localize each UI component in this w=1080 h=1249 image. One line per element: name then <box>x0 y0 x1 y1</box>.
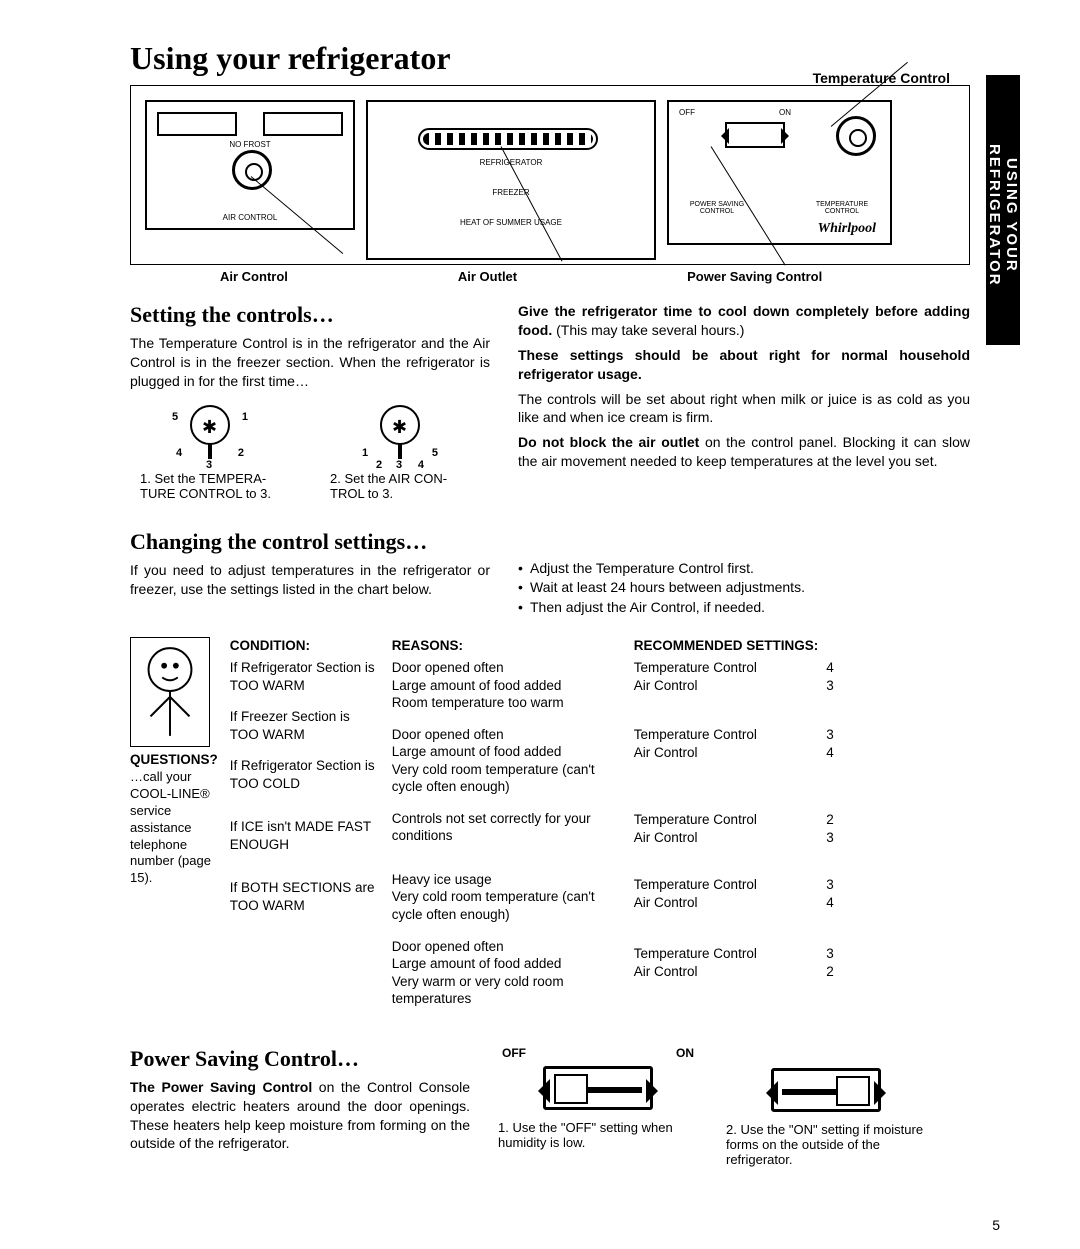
changing-settings-bullets: Adjust the Temperature Control first. Wa… <box>518 559 1020 618</box>
on-label: ON <box>779 108 791 117</box>
bullet-item: Adjust the Temperature Control first. <box>518 559 1020 579</box>
power-saving-heading: Power Saving Control… <box>130 1046 470 1072</box>
changing-settings-para: If you need to adjust temperatures in th… <box>130 561 490 599</box>
side-tab: USING YOUR REFRIGERATOR <box>986 75 1020 345</box>
reasons-cell: Door opened often Large amount of food a… <box>392 938 622 1008</box>
air-control-dial-icon <box>232 150 272 190</box>
reasons-cell: Heavy ice usage Very cold room temperatu… <box>392 871 622 924</box>
reasons-heading: REASONS: <box>392 637 622 655</box>
freezer-panel: NO FROST AIR CONTROL <box>145 100 355 230</box>
air-outlet-callout: Air Outlet <box>458 269 517 284</box>
power-saving-callout: Power Saving Control <box>687 269 822 284</box>
page-number: 5 <box>992 1217 1000 1233</box>
power-switch-icon <box>725 122 785 148</box>
recommended-heading: RECOMMENDED SETTINGS: <box>634 637 834 655</box>
center-panel: REFRIGERATOR FREEZER HEAT OF SUMMER USAG… <box>366 100 656 260</box>
setting-right-p1: Give the refrigerator time to cool down … <box>518 302 970 340</box>
right-panel: OFF ON POWER SAVING CONTROL TEMPERATURE … <box>667 100 892 245</box>
condition-cell: If ICE isn't MADE FAST ENOUGH <box>230 818 380 853</box>
diagram-callout-labels: Air Control Air Outlet Power Saving Cont… <box>220 269 1020 284</box>
psc-on-label: ON <box>676 1046 694 1060</box>
reasons-cell: Door opened often Large amount of food a… <box>392 659 622 712</box>
reasons-cell: Controls not set correctly for your cond… <box>392 810 622 845</box>
bullet-item: Then adjust the Air Control, if needed. <box>518 598 1020 618</box>
recommended-cell: Temperature Control3 Air Control4 <box>634 726 834 761</box>
troubleshooting-table: QUESTIONS? …call your COOL-LINE® service… <box>130 637 1020 1021</box>
power-saving-para: The Power Saving Control on the Control … <box>130 1078 470 1154</box>
recommended-cell: Temperature Control4 Air Control3 <box>634 659 834 694</box>
air-control-panel-label: AIR CONTROL <box>147 213 353 222</box>
psc-caption-2: 2. Use the "ON" setting if moisture form… <box>726 1122 926 1167</box>
condition-cell: If Refrigerator Section is TOO COLD <box>230 757 380 792</box>
air-dial-caption: 2. Set the AIR CON-TROL to 3. <box>330 471 470 501</box>
power-switch-on-icon <box>771 1068 881 1112</box>
questions-illustration <box>130 637 210 747</box>
setting-controls-para: The Temperature Control is in the refrig… <box>130 334 490 391</box>
temperature-dial-figure: ✱ 5 1 4 2 3 <box>180 405 240 465</box>
no-frost-label: NO FROST <box>147 140 353 149</box>
setting-controls-heading: Setting the controls… <box>130 302 490 328</box>
setting-right-p3: Do not block the air outlet on the contr… <box>518 433 970 471</box>
condition-cell: If Freezer Section is TOO WARM <box>230 708 380 743</box>
air-control-callout: Air Control <box>220 269 288 284</box>
freezer-panel-label: FREEZER <box>368 188 654 197</box>
power-switch-off-icon <box>543 1066 653 1110</box>
setting-right-p2: The controls will be set about right whe… <box>518 390 970 428</box>
temp-control-dial-icon <box>836 116 876 156</box>
recommended-cell: Temperature Control3 Air Control4 <box>634 876 834 911</box>
condition-cell: If BOTH SECTIONS are TOO WARM <box>230 879 380 914</box>
brand-logo: Whirlpool <box>818 221 876 237</box>
condition-heading: CONDITION: <box>230 637 380 655</box>
questions-heading: QUESTIONS? <box>130 751 218 769</box>
temp-control-panel-label: TEMPERATURE CONTROL <box>802 201 882 215</box>
off-label: OFF <box>679 108 695 117</box>
control-panel-diagram: NO FROST AIR CONTROL REFRIGERATOR FREEZE… <box>130 85 970 265</box>
psc-caption-1: 1. Use the "OFF" setting when humidity i… <box>498 1120 698 1150</box>
psc-off-label: OFF <box>502 1046 526 1060</box>
questions-body: …call your COOL-LINE® service assistance… <box>130 769 218 887</box>
air-outlet-slider-icon <box>418 128 598 150</box>
summer-panel-label: HEAT OF SUMMER USAGE <box>368 218 654 227</box>
air-dial-figure: ✱ 1 5 2 3 4 <box>370 405 430 465</box>
condition-cell: If Refrigerator Section is TOO WARM <box>230 659 380 694</box>
bullet-item: Wait at least 24 hours between adjustmen… <box>518 578 1020 598</box>
recommended-cell: Temperature Control2 Air Control3 <box>634 811 834 846</box>
temperature-dial-caption: 1. Set the TEMPERA-TURE CONTROL to 3. <box>140 471 280 501</box>
changing-settings-heading: Changing the control settings… <box>130 529 490 555</box>
setting-right-p2-head: These settings should be about right for… <box>518 346 970 384</box>
recommended-cell: Temperature Control3 Air Control2 <box>634 945 834 980</box>
reasons-cell: Door opened often Large amount of food a… <box>392 726 622 796</box>
